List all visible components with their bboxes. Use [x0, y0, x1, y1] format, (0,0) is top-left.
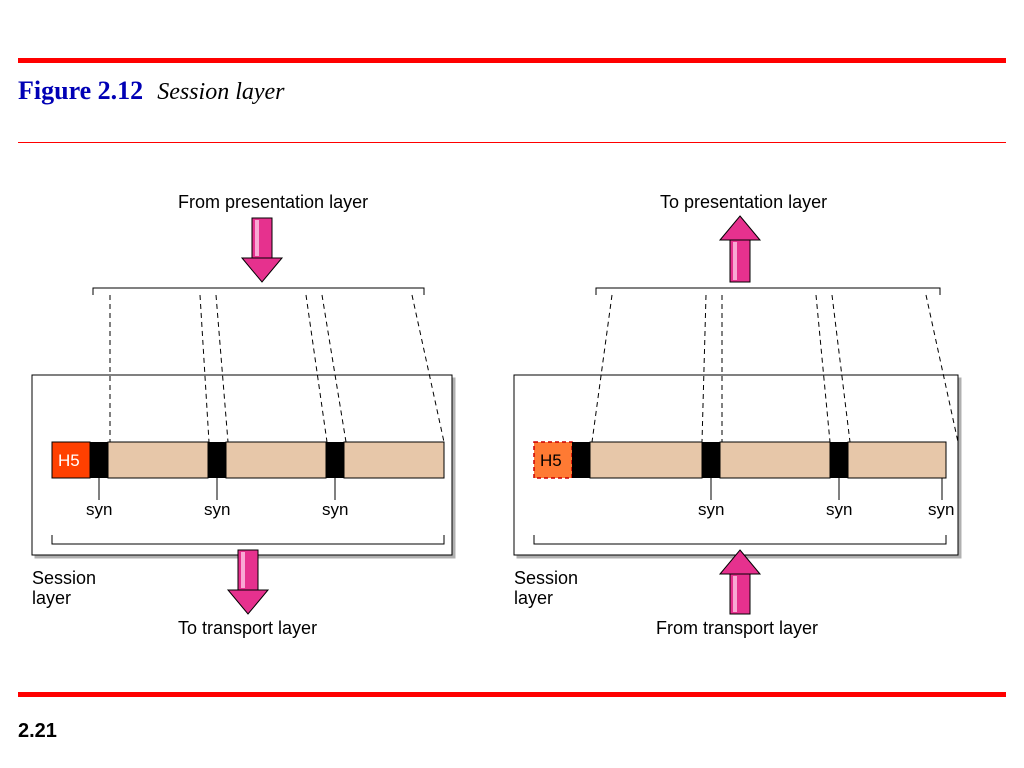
- left-bottom-label: To transport layer: [178, 618, 317, 639]
- left-layer-label-1: Session: [32, 568, 96, 589]
- arrow-down-left: [242, 218, 282, 282]
- arrow-up-right: [720, 216, 760, 282]
- top-rule: [18, 58, 1006, 63]
- figure-caption: Session layer: [157, 79, 284, 105]
- right-layer-label-2: layer: [514, 588, 553, 609]
- figure-number: Figure 2.12: [18, 76, 143, 105]
- left-syn-3: syn: [322, 500, 348, 520]
- page: Figure 2.12 Session layer: [0, 0, 1024, 768]
- right-bottom-label: From transport layer: [656, 618, 818, 639]
- right-session-box: [514, 288, 958, 555]
- left-syn-2: syn: [204, 500, 230, 520]
- right-header-text: H5: [540, 451, 562, 470]
- left-layer-label-2: layer: [32, 588, 71, 609]
- subtitle-rule: [18, 142, 1006, 143]
- bottom-rule: [18, 692, 1006, 697]
- session-layer-diagram: H5 H5: [0, 160, 1024, 720]
- right-syn-3: syn: [928, 500, 954, 520]
- left-syn-1: syn: [86, 500, 112, 520]
- left-header-text: H5: [58, 451, 80, 470]
- figure-title: Figure 2.12 Session layer: [18, 76, 285, 106]
- page-number: 2.21: [18, 720, 57, 743]
- right-layer-label-1: Session: [514, 568, 578, 589]
- right-strip: [534, 442, 946, 478]
- right-top-label: To presentation layer: [660, 192, 827, 213]
- right-syn-1: syn: [698, 500, 724, 520]
- arrow-up-right-2: [720, 550, 760, 614]
- left-top-label: From presentation layer: [178, 192, 368, 213]
- arrow-down-left-2: [228, 550, 268, 614]
- left-strip: [52, 442, 444, 478]
- right-syn-2: syn: [826, 500, 852, 520]
